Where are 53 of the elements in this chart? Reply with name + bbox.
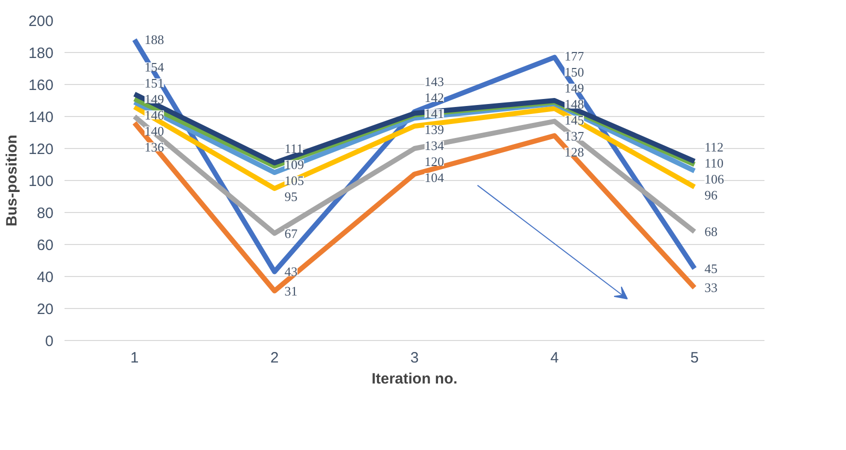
y-tick-label: 200 [28,13,54,30]
y-tick-label: 60 [36,237,54,254]
data-label: 128 [564,144,584,160]
y-tick-label: 160 [28,77,54,94]
data-label: 31 [284,283,298,298]
data-label: 140 [144,123,164,138]
data-label: 120 [424,154,444,170]
data-label: 141 [424,106,444,122]
data-label: 151 [144,75,164,90]
data-label: 96 [704,187,718,202]
y-tick-label: 0 [45,333,54,350]
data-label: 143 [424,74,444,90]
data-label: 139 [424,122,444,138]
x-tick-label: 4 [550,350,559,366]
data-label: 188 [144,32,164,48]
data-label: 68 [704,224,718,240]
y-tick-label: 180 [28,45,54,62]
y-tick-label: 40 [36,269,54,286]
data-label: 43 [284,264,298,280]
data-label: 145 [564,112,584,128]
y-axis-title: Bus-position [3,134,20,226]
x-tick-label: 1 [130,350,139,366]
data-label: 148 [564,96,584,112]
x-tick-label: 3 [410,350,419,366]
data-label: 177 [564,48,584,64]
data-label: 112 [704,139,724,154]
data-label: 95 [284,189,298,204]
data-label: 110 [704,155,724,170]
data-label: 106 [704,171,724,186]
y-tick-label: 20 [36,301,54,318]
data-label: 149 [564,80,584,96]
data-label: 104 [424,170,444,186]
y-tick-label: 140 [28,109,54,126]
data-label: 154 [144,59,164,74]
y-tick-label: 120 [28,141,54,158]
y-tick-label: 100 [28,173,54,190]
data-label: 111 [284,141,304,156]
data-label: 150 [564,64,584,80]
x-tick-label: 2 [270,350,279,366]
data-label: 67 [284,226,298,241]
data-label: 149 [144,91,164,106]
data-label: 146 [144,107,164,122]
data-label: 33 [704,280,718,296]
data-label: 142 [424,90,444,106]
x-axis-title: Iteration no. [372,370,458,388]
data-label: 134 [424,138,444,154]
data-label: 137 [564,128,584,144]
data-label: 45 [704,261,718,276]
data-label: 136 [144,139,164,154]
data-label: 105 [284,173,304,188]
x-tick-label: 5 [690,350,699,366]
data-label: 109 [284,157,304,172]
y-tick-label: 80 [36,205,54,222]
